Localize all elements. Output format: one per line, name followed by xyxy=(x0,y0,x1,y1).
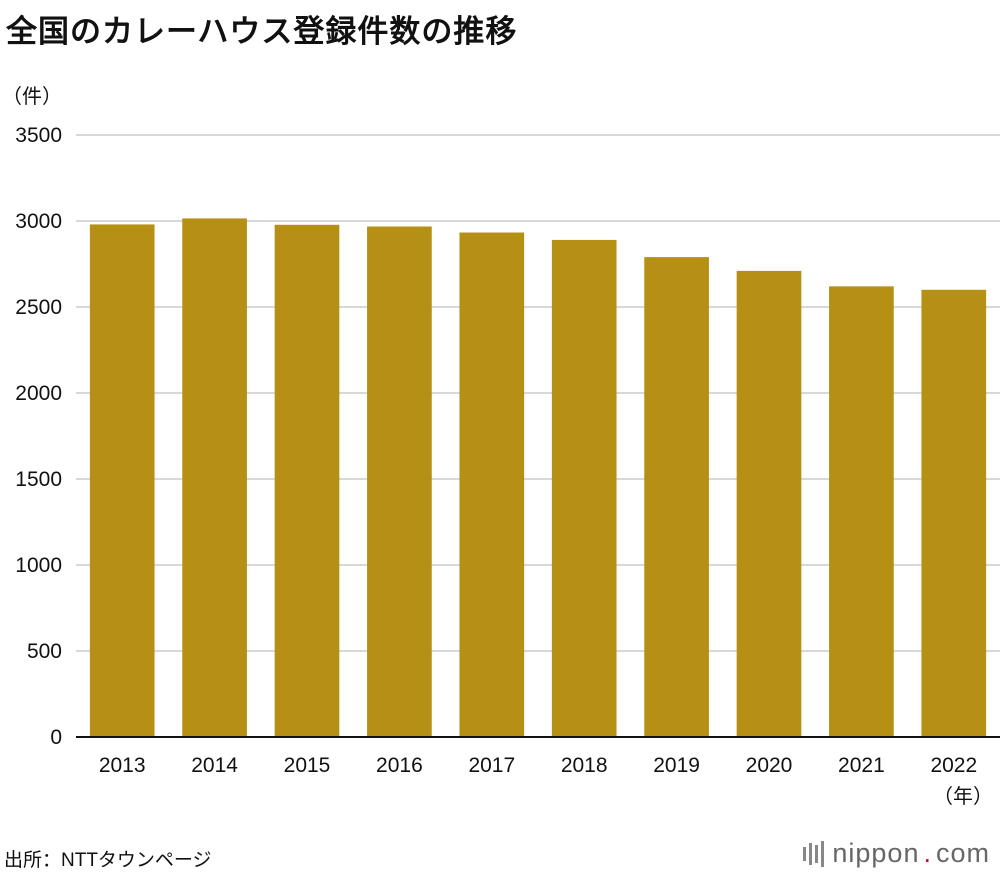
bar-2017 xyxy=(459,232,525,738)
y-tick-label: 3000 xyxy=(15,210,62,233)
x-tick-label: 2013 xyxy=(99,754,146,777)
bar-2015 xyxy=(274,224,340,737)
bar-2016 xyxy=(367,226,432,737)
bar-2014 xyxy=(182,218,247,738)
x-tick-label: 2017 xyxy=(468,754,515,777)
y-tick-label: 500 xyxy=(27,640,62,663)
x-axis-tick-labels: 2013 2014 2015 2016 2017 2018 2019 2020 2021 2022 xyxy=(99,754,977,777)
bar-2018 xyxy=(551,239,617,738)
bar-2022 xyxy=(921,289,987,737)
x-tick-label: 2022 xyxy=(930,754,977,777)
nippon-logo: nippon. com xyxy=(803,838,990,869)
y-tick-label: 0 xyxy=(50,726,62,749)
bar-2013 xyxy=(89,224,155,737)
logo-dot: . xyxy=(923,838,932,868)
bar-2020 xyxy=(736,270,802,737)
x-tick-label: 2019 xyxy=(653,754,700,777)
logo-bars-icon xyxy=(803,840,825,867)
x-tick-label: 2020 xyxy=(746,754,793,777)
y-tick-label: 1000 xyxy=(15,554,62,577)
x-tick-label: 2018 xyxy=(561,754,608,777)
y-tick-label: 1500 xyxy=(15,468,62,491)
x-tick-label: 2016 xyxy=(376,754,423,777)
logo-name: nippon xyxy=(832,838,920,868)
y-tick-label: 3500 xyxy=(15,124,62,147)
bars xyxy=(89,218,987,738)
x-axis-unit-label: （年） xyxy=(933,785,993,808)
bar-2021 xyxy=(829,286,894,737)
x-tick-label: 2014 xyxy=(191,754,238,777)
x-tick-label: 2021 xyxy=(838,754,885,777)
y-tick-label: 2500 xyxy=(15,296,62,319)
source-note: 出所：NTTタウンページ xyxy=(4,850,212,871)
y-axis-tick-labels: 0 500 1000 1500 2000 2500 3000 3500 xyxy=(15,124,62,749)
y-tick-label: 2000 xyxy=(15,382,62,405)
x-tick-label: 2015 xyxy=(284,754,331,777)
y-axis-unit-label: （件） xyxy=(2,85,62,108)
chart-title: 全国のカレーハウス登録件数の推移 xyxy=(6,14,518,49)
logo-suffix: com xyxy=(935,838,990,868)
bar-2019 xyxy=(644,257,709,737)
